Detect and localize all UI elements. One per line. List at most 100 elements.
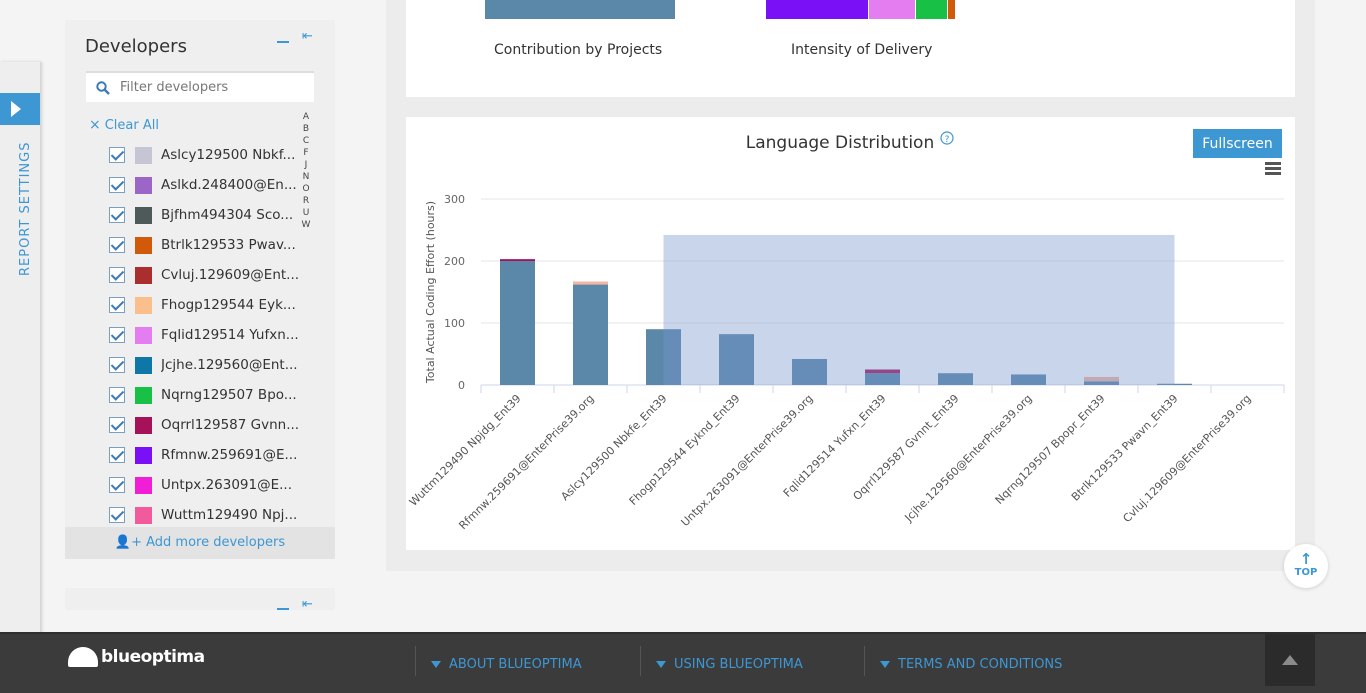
intensity-of-delivery-caption: Intensity of Delivery	[791, 42, 933, 58]
close-icon: ×	[89, 117, 101, 133]
developer-item[interactable]: Btrlk129533 Pwav...	[109, 230, 309, 260]
developer-item[interactable]: Aslkd.248400@En...	[109, 170, 309, 200]
developer-color-swatch	[135, 506, 152, 524]
fullscreen-button[interactable]: Fullscreen	[1193, 129, 1282, 158]
blueoptima-logo[interactable]: blueoptima	[68, 647, 205, 667]
contribution-by-projects-caption: Contribution by Projects	[494, 42, 663, 58]
developer-name: Bjfhm494304 Sco...	[161, 207, 294, 223]
alpha-index-letter[interactable]: U	[302, 208, 310, 218]
developer-name: Btrlk129533 Pwav...	[161, 237, 296, 253]
alpha-index-letter[interactable]: B	[302, 124, 310, 134]
alpha-index-letter[interactable]: A	[302, 112, 310, 122]
alpha-index-letter[interactable]: C	[302, 136, 310, 146]
bar-segment	[1011, 374, 1046, 385]
intensity-segment	[868, 0, 917, 19]
developer-color-swatch	[135, 236, 152, 254]
developer-color-swatch	[135, 296, 152, 314]
summary-card: Contribution by Projects Intensity of De…	[406, 0, 1295, 97]
add-user-icon: 👤+	[114, 535, 142, 550]
y-tick-label: 200	[444, 255, 465, 268]
collapse-left-icon[interactable]: ⇤	[302, 597, 313, 610]
alpha-index-letter[interactable]: R	[302, 196, 310, 206]
bar-segment	[1157, 383, 1192, 385]
alpha-index-letter[interactable]: F	[303, 148, 309, 158]
developer-checkbox[interactable]	[109, 267, 125, 283]
footer-divider	[864, 646, 865, 676]
question-icon[interactable]: ?	[940, 131, 954, 145]
developer-checkbox[interactable]	[109, 297, 125, 313]
developer-checkbox[interactable]	[109, 327, 125, 343]
developer-color-swatch	[135, 416, 152, 434]
developer-checkbox[interactable]	[109, 417, 125, 433]
using-blueoptima-link[interactable]: USING BLUEOPTIMA	[656, 652, 803, 676]
report-settings-tab[interactable]: REPORT SETTINGS	[0, 62, 41, 635]
collapse-left-icon[interactable]: ⇤	[302, 29, 313, 44]
add-more-developers-label: Add more developers	[146, 535, 286, 550]
developer-checkbox[interactable]	[109, 387, 125, 403]
clear-all-button[interactable]: × Clear All	[89, 117, 159, 133]
developer-name: Aslkd.248400@En...	[161, 177, 297, 193]
minimize-icon[interactable]	[277, 41, 289, 43]
hamburger-icon[interactable]	[1265, 162, 1281, 176]
filter-developers-input[interactable]	[120, 80, 310, 95]
developer-checkbox[interactable]	[109, 447, 125, 463]
filter-developers-field[interactable]	[86, 71, 314, 102]
developer-name: Fhogp129544 Eyk...	[161, 297, 296, 313]
expand-settings-button[interactable]	[0, 93, 40, 125]
developer-color-swatch	[135, 326, 152, 344]
minimize-icon[interactable]	[277, 608, 289, 610]
bar-segment	[865, 369, 900, 374]
developer-checkbox[interactable]	[109, 207, 125, 223]
caret-down-icon	[880, 660, 890, 668]
developer-item[interactable]: Fqlid129514 Yufxn...	[109, 320, 309, 350]
developer-item[interactable]: Wuttm129490 Npj...	[109, 500, 309, 530]
add-more-developers-button[interactable]: 👤+ Add more developers	[65, 527, 335, 559]
terms-and-conditions-link[interactable]: TERMS AND CONDITIONS	[880, 652, 1062, 676]
about-label: ABOUT BLUEOPTIMA	[449, 656, 582, 672]
intensity-segment	[766, 0, 869, 19]
developer-item[interactable]: Aslcy129500 Nbkf...	[109, 140, 309, 170]
intensity-segment	[916, 0, 949, 19]
developer-item[interactable]: Untpx.263091@E...	[109, 470, 309, 500]
developer-item[interactable]: Rfmnw.259691@E...	[109, 440, 309, 470]
developer-item[interactable]: Bjfhm494304 Sco...	[109, 200, 309, 230]
arrow-up-icon: ↑	[1299, 550, 1313, 568]
scroll-top-button[interactable]	[1265, 634, 1315, 686]
developer-checkbox[interactable]	[109, 477, 125, 493]
bar-segment	[500, 259, 535, 261]
developer-color-swatch	[135, 146, 152, 164]
developer-item[interactable]: Jcjhe.129560@Ent...	[109, 350, 309, 380]
bar-segment	[646, 329, 681, 385]
developer-name: Fqlid129514 Yufxn...	[161, 327, 299, 343]
about-blueoptima-link[interactable]: ABOUT BLUEOPTIMA	[431, 652, 582, 676]
language-distribution-card: Language Distribution? 0 100 200 300 Total Ac…	[406, 117, 1295, 550]
report-settings-label[interactable]: REPORT SETTINGS	[18, 141, 33, 276]
language-distribution-chart[interactable]: Language Distribution ? 0 100 200 300 Total Ac…	[406, 117, 1295, 550]
back-to-top-button[interactable]: ↑ TOP	[1284, 544, 1328, 588]
caret-down-icon	[656, 660, 666, 668]
alpha-index-letter[interactable]: O	[302, 184, 310, 194]
developer-checkbox[interactable]	[109, 147, 125, 163]
alpha-index-letter[interactable]: J	[304, 160, 308, 170]
alpha-index-letter[interactable]: W	[301, 220, 311, 230]
developer-checkbox[interactable]	[109, 357, 125, 373]
alpha-index-letter[interactable]: N	[302, 172, 310, 182]
developer-name: Nqrng129507 Bpo...	[161, 387, 297, 403]
developer-item[interactable]: Cvluj.129609@Ent...	[109, 260, 309, 290]
developer-checkbox[interactable]	[109, 237, 125, 253]
developer-color-swatch	[135, 386, 152, 404]
developer-item[interactable]: Oqrrl129587 Gvnn...	[109, 410, 309, 440]
bar-segment	[1084, 376, 1119, 382]
logo-text: blueoptima	[101, 647, 205, 667]
developer-name: Wuttm129490 Npj...	[161, 507, 298, 523]
developer-item[interactable]: Nqrng129507 Bpo...	[109, 380, 309, 410]
y-tick-label: 300	[444, 193, 465, 206]
developer-checkbox[interactable]	[109, 507, 125, 523]
developer-item[interactable]: Fhogp129544 Eyk...	[109, 290, 309, 320]
developer-name: Jcjhe.129560@Ent...	[161, 357, 298, 373]
developer-checkbox[interactable]	[109, 177, 125, 193]
developer-name: Cvluj.129609@Ent...	[161, 267, 300, 283]
developer-name: Rfmnw.259691@E...	[161, 447, 298, 463]
bar-segment	[938, 373, 973, 385]
